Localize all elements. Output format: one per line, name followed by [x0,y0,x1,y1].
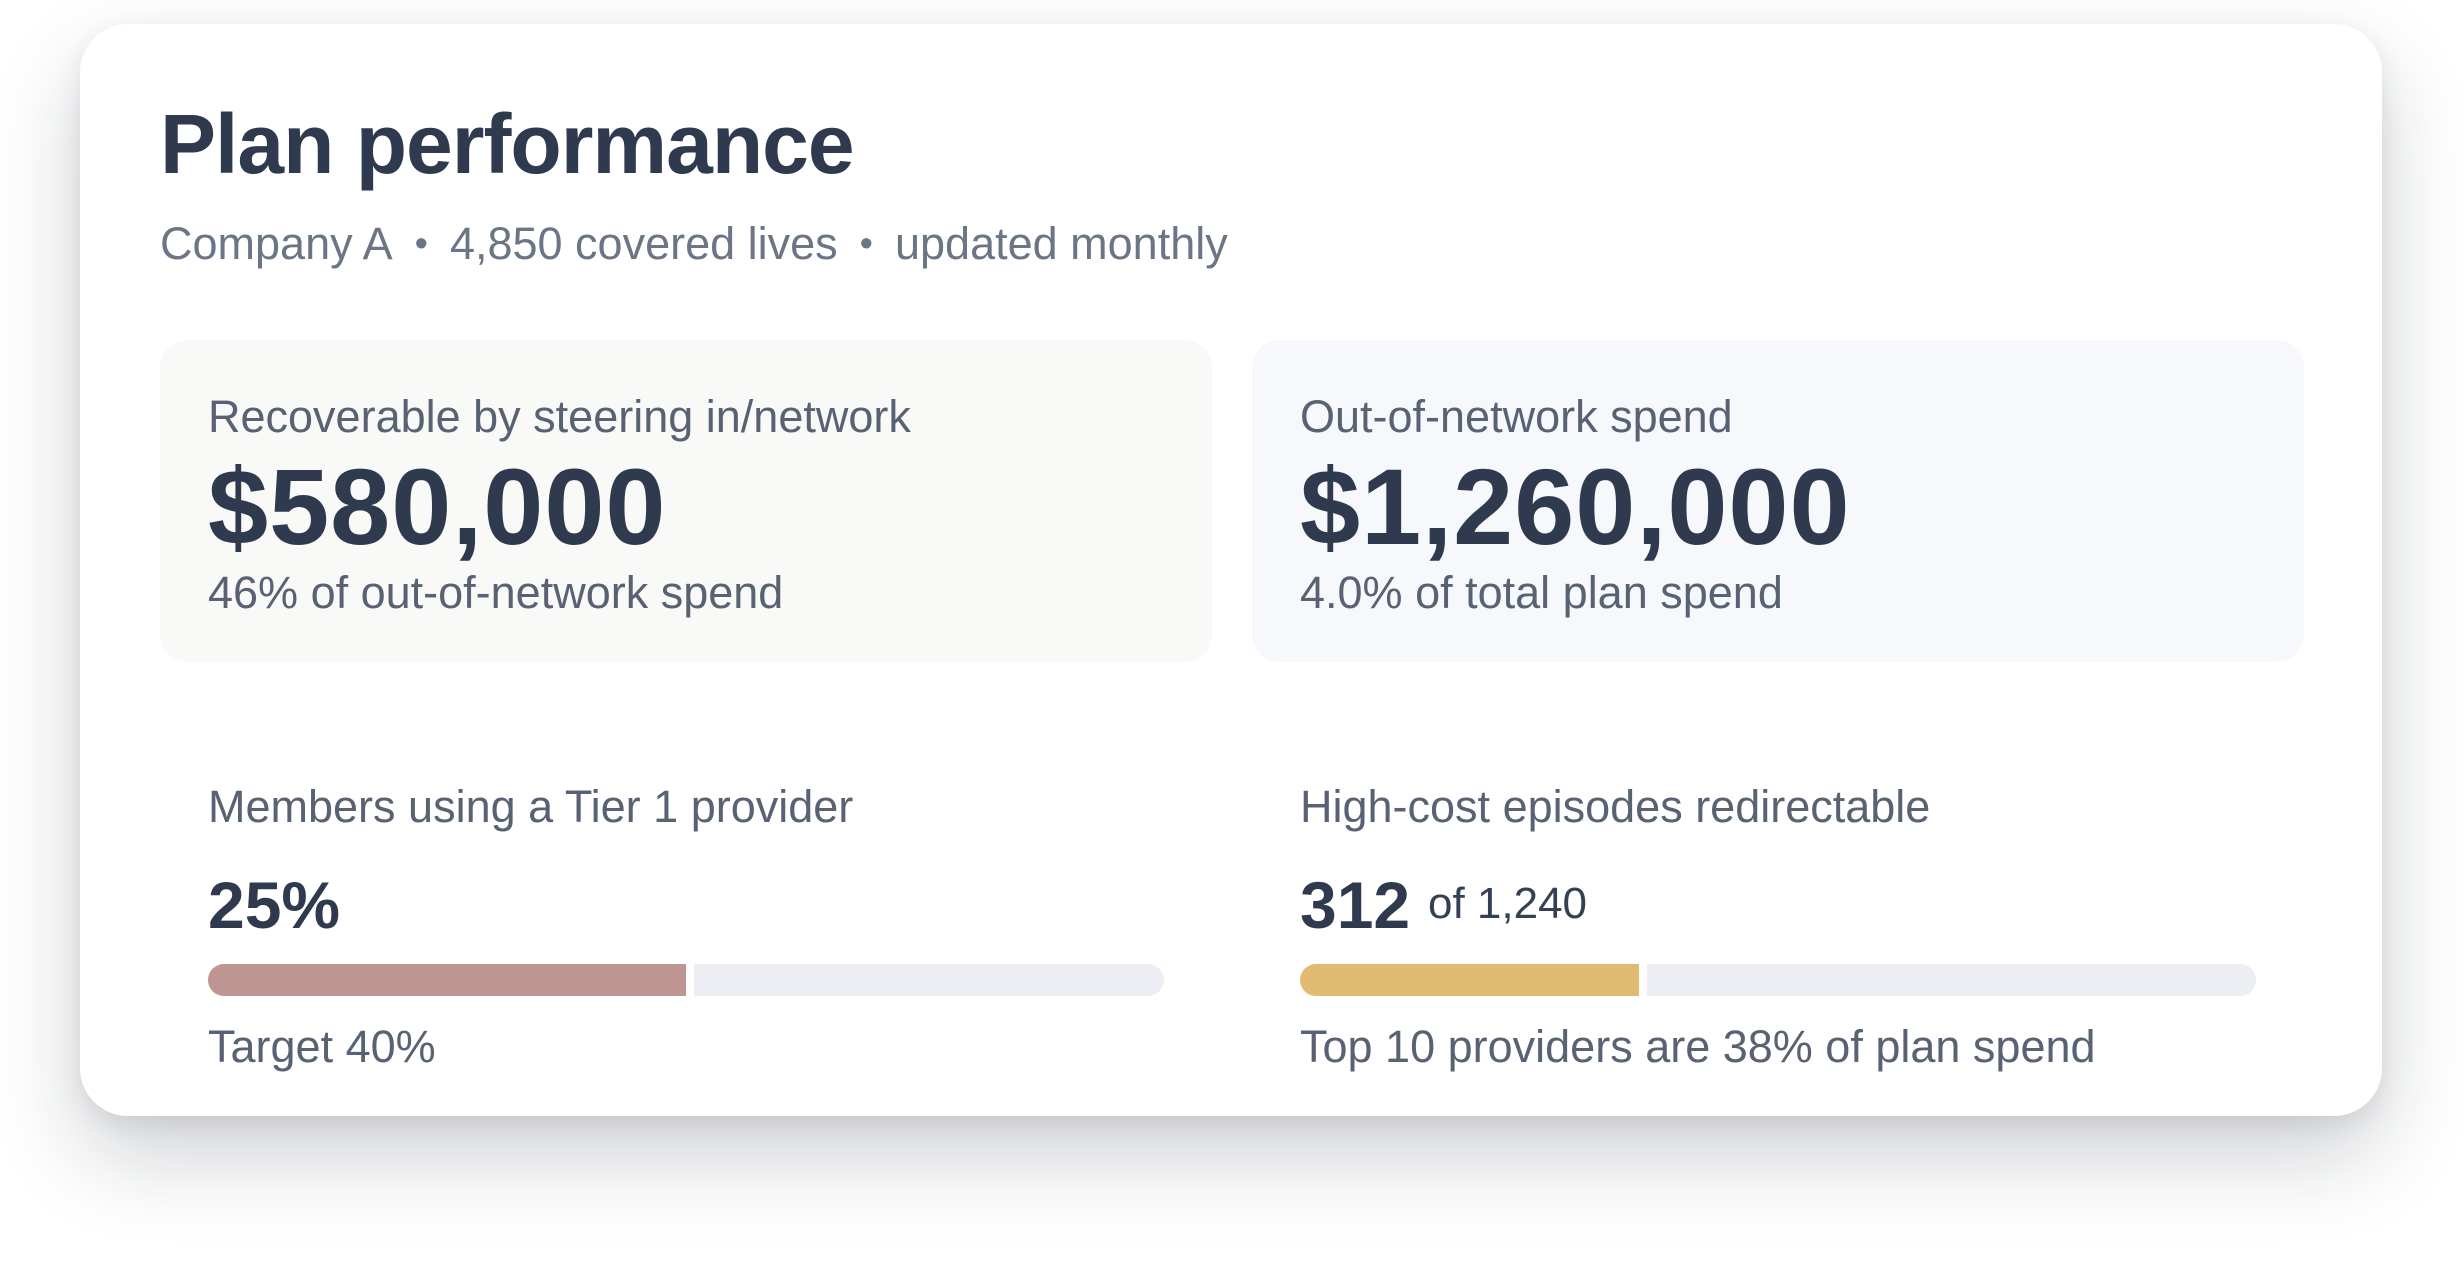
company-name: Company A [160,218,393,269]
metric-value: 25% [208,868,341,942]
kpi-label: Out-of-network spend [1300,391,1733,442]
kpi-tile-recoverable: Recoverable by steering in/network $580,… [160,340,1212,662]
kpi-value: $1,260,000 [1300,446,1851,567]
progress-fill [1300,964,1648,996]
kpi-value: $580,000 [208,446,667,567]
metric-label: High-cost episodes redirectable [1300,781,1931,832]
metric-high-cost-episodes: High-cost episodes redirectable 312 of 1… [1300,754,2256,1084]
kpi-label: Recoverable by steering in/network [208,391,911,442]
separator-dot: • [414,223,428,265]
progress-track [1300,964,2256,996]
metric-note: Top 10 providers are 38% of plan spend [1300,1021,2096,1072]
page-title: Plan performance [160,97,855,191]
metric-note: Target 40% [208,1021,436,1072]
progress-track [208,964,1164,996]
metric-total: of 1,240 [1428,879,1588,928]
metric-label: Members using a Tier 1 provider [208,781,854,832]
kpi-tile-out-of-network: Out-of-network spend $1,260,000 4.0% of … [1252,340,2304,662]
update-frequency: updated monthly [894,218,1228,269]
kpi-note: 4.0% of total plan spend [1300,567,1783,618]
metric-value: 312 [1300,868,1411,942]
covered-lives: 4,850 covered lives [449,218,838,269]
progress-fill [208,964,694,996]
metric-tier1-members: Members using a Tier 1 provider 25% Targ… [208,754,1164,1084]
kpi-note: 46% of out-of-network spend [208,567,784,618]
separator-dot: • [859,223,873,265]
plan-performance-card: Plan performance Company A • 4,850 covered… [80,24,2382,1116]
plan-subtitle: Company A • 4,850 covered lives • updated mo… [160,217,1228,271]
